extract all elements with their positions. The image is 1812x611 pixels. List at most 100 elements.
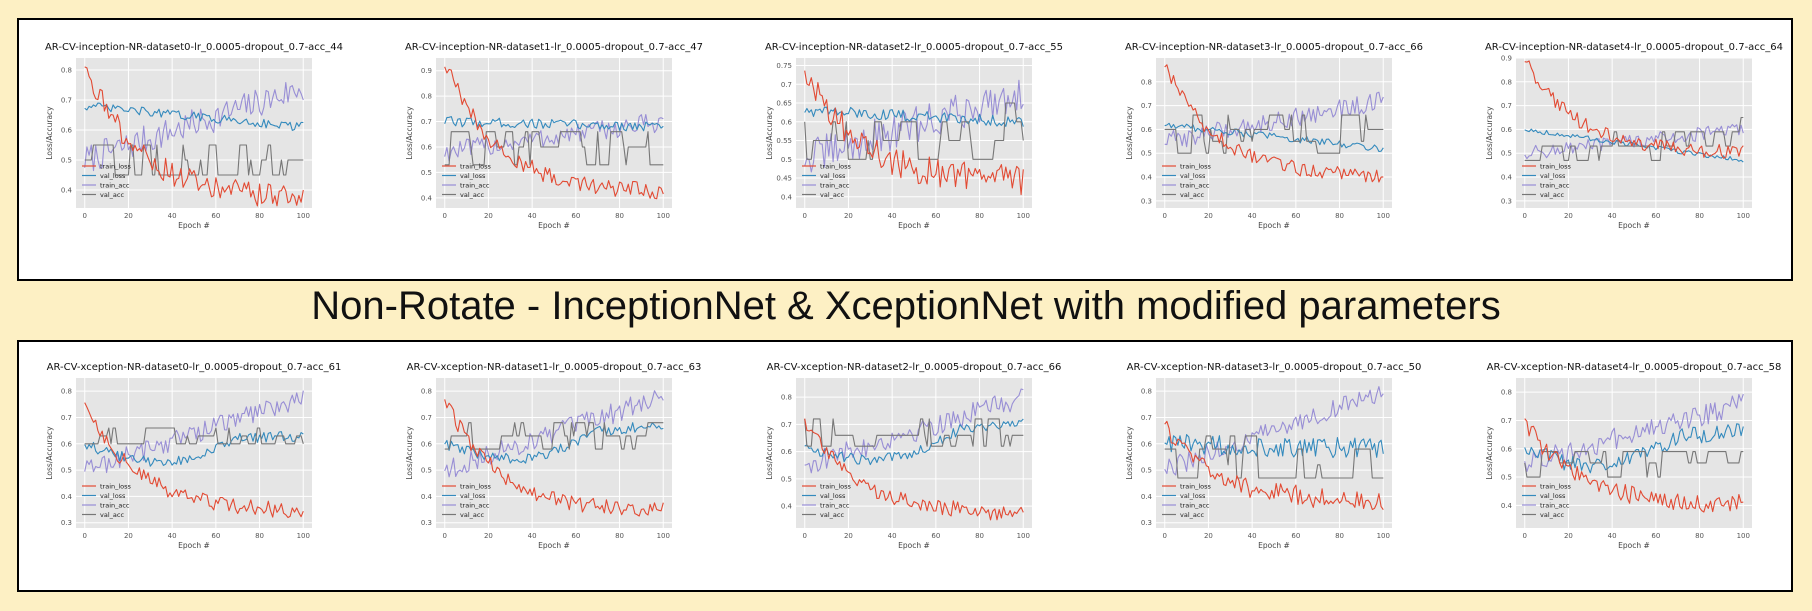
legend-label: val_acc — [1180, 511, 1204, 519]
series-line-val-loss — [444, 116, 664, 132]
x-tick-label: 60 — [1291, 212, 1300, 220]
series-line-train-acc — [804, 79, 1024, 173]
series-line-train-loss — [804, 418, 1024, 521]
series-line-train-acc — [444, 390, 664, 478]
y-tick-label: 0.45 — [776, 175, 792, 183]
x-tick-label: 60 — [211, 532, 220, 540]
series-line-train-acc — [84, 82, 304, 172]
series-line-val-loss — [84, 102, 304, 131]
chart-title: AR-CV-inception-NR-dataset0-lr_0.0005-dr… — [45, 42, 343, 53]
x-tick-label: 80 — [255, 532, 264, 540]
legend-label: val_loss — [820, 172, 846, 180]
series-line-train-loss — [1524, 60, 1744, 159]
chart-title: AR-CV-xception-NR-dataset3-lr_0.0005-dro… — [1127, 362, 1422, 373]
y-axis-label: Loss/Accuracy — [765, 426, 774, 480]
series-line-val-acc — [1164, 114, 1384, 154]
x-axis-label: Epoch # — [1618, 221, 1650, 230]
y-tick-label: 0.4 — [1141, 174, 1153, 182]
legend-label: train_loss — [100, 163, 132, 171]
x-tick-label: 20 — [1204, 532, 1213, 540]
legend-label: val_loss — [1180, 492, 1206, 500]
legend-label: train_acc — [1180, 182, 1210, 190]
legend-label: val_acc — [1540, 191, 1564, 199]
chart-inception-dataset1: AR-CV-inception-NR-dataset1-lr_0.0005-dr… — [405, 42, 703, 230]
y-tick-label: 0.5 — [421, 169, 432, 177]
x-tick-label: 20 — [1564, 212, 1573, 220]
y-axis-label: Loss/Accuracy — [765, 106, 774, 160]
figure-caption: Non-Rotate - InceptionNet & XceptionNet … — [311, 284, 1501, 328]
series-line-val-acc — [804, 418, 1024, 447]
series-line-train-loss — [1164, 420, 1384, 511]
y-tick-label: 0.6 — [1501, 126, 1513, 134]
x-tick-label: 100 — [1017, 212, 1030, 220]
series-line-val-loss — [84, 431, 304, 467]
x-tick-label: 0 — [1163, 532, 1167, 540]
x-tick-label: 40 — [528, 532, 537, 540]
y-tick-label: 0.5 — [1501, 474, 1512, 482]
series-line-val-acc — [1164, 435, 1384, 479]
legend-label: val_acc — [460, 511, 484, 519]
y-tick-label: 0.7 — [781, 421, 792, 429]
y-tick-label: 0.6 — [1501, 445, 1513, 453]
series-line-train-acc — [1164, 386, 1384, 476]
y-tick-label: 0.4 — [1501, 174, 1513, 182]
series-line-val-loss — [444, 422, 664, 464]
x-tick-label: 20 — [1564, 532, 1573, 540]
y-tick-label: 0.8 — [781, 394, 792, 402]
chart-title: AR-CV-xception-NR-dataset0-lr_0.0005-dro… — [47, 362, 342, 373]
x-tick-label: 80 — [1335, 532, 1344, 540]
legend-label: train_loss — [460, 163, 492, 171]
chart-xception-dataset0: AR-CV-xception-NR-dataset0-lr_0.0005-dro… — [45, 362, 342, 550]
y-tick-label: 0.8 — [1501, 78, 1512, 86]
x-tick-label: 60 — [931, 532, 940, 540]
x-axis-label: Epoch # — [178, 221, 210, 230]
legend-label: val_acc — [820, 191, 844, 199]
legend-label: train_acc — [820, 502, 850, 510]
y-tick-label: 0.8 — [61, 67, 72, 75]
y-axis-label: Loss/Accuracy — [405, 106, 414, 160]
series-line-val-acc — [444, 422, 664, 450]
y-tick-label: 0.3 — [1501, 197, 1512, 205]
y-tick-label: 0.6 — [61, 440, 73, 448]
x-tick-label: 100 — [657, 532, 670, 540]
y-tick-label: 0.5 — [1501, 150, 1512, 158]
series-line-train-loss — [84, 402, 304, 519]
y-tick-label: 0.8 — [1501, 389, 1512, 397]
series-line-train-loss — [1524, 418, 1744, 513]
legend-label: train_loss — [1540, 483, 1572, 491]
chart-xception-dataset4: AR-CV-xception-NR-dataset4-lr_0.0005-dro… — [1485, 362, 1782, 550]
y-tick-label: 0.7 — [61, 414, 72, 422]
series-line-train-acc — [444, 114, 664, 162]
x-tick-label: 40 — [1608, 532, 1617, 540]
chart-title: AR-CV-xception-NR-dataset4-lr_0.0005-dro… — [1487, 362, 1782, 373]
x-tick-label: 80 — [615, 532, 624, 540]
x-axis-label: Epoch # — [178, 541, 210, 550]
y-tick-label: 0.7 — [781, 81, 792, 89]
x-tick-label: 80 — [1695, 532, 1704, 540]
y-tick-label: 0.6 — [61, 127, 73, 135]
y-tick-label: 0.5 — [781, 156, 792, 164]
x-tick-label: 0 — [1523, 212, 1527, 220]
legend-label: val_loss — [100, 172, 126, 180]
legend-label: val_loss — [1540, 172, 1566, 180]
x-tick-label: 80 — [975, 532, 984, 540]
y-tick-label: 0.6 — [1141, 126, 1153, 134]
chart-title: AR-CV-xception-NR-dataset2-lr_0.0005-dro… — [767, 362, 1062, 373]
x-tick-label: 20 — [844, 532, 853, 540]
plot-area — [1516, 58, 1752, 208]
chart-title: AR-CV-inception-NR-dataset4-lr_0.0005-dr… — [1485, 42, 1783, 53]
x-tick-label: 60 — [1291, 532, 1300, 540]
chart-inception-dataset3: AR-CV-inception-NR-dataset3-lr_0.0005-dr… — [1125, 42, 1423, 230]
series-line-val-acc — [84, 144, 304, 176]
x-tick-label: 100 — [657, 212, 670, 220]
x-tick-label: 20 — [844, 212, 853, 220]
legend-label: val_loss — [1540, 492, 1566, 500]
x-tick-label: 0 — [1163, 212, 1167, 220]
legend-label: val_loss — [460, 172, 486, 180]
legend-label: train_loss — [460, 483, 492, 491]
legend-label: val_acc — [100, 511, 124, 519]
y-axis-label: Loss/Accuracy — [1125, 426, 1134, 480]
x-tick-label: 80 — [1335, 212, 1344, 220]
